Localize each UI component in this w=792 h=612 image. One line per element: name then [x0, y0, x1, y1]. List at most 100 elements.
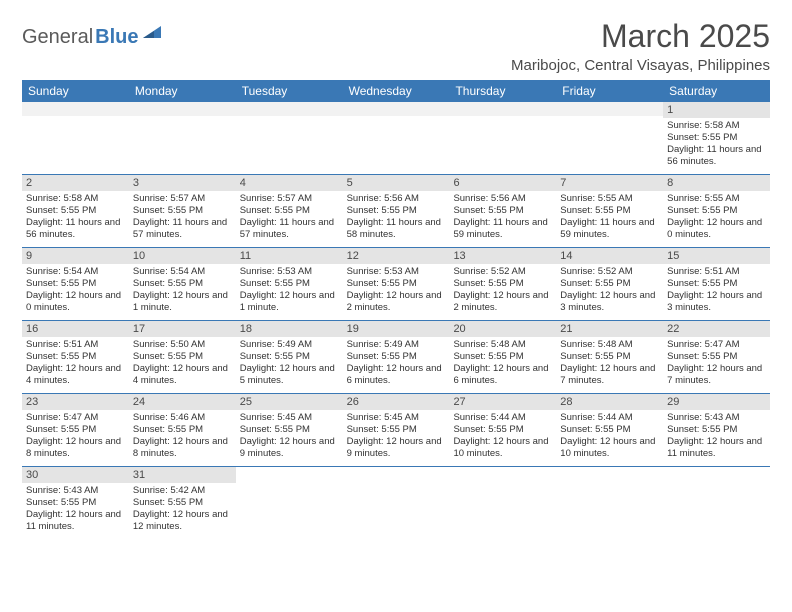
day-number: 21 — [556, 321, 663, 337]
sunset-text: Sunset: 5:55 PM — [133, 497, 232, 509]
day-number — [449, 102, 556, 116]
day-number: 16 — [22, 321, 129, 337]
day-number: 10 — [129, 248, 236, 264]
sunrise-text: Sunrise: 5:51 AM — [667, 266, 766, 278]
day-body: Sunrise: 5:44 AMSunset: 5:55 PMDaylight:… — [449, 410, 556, 465]
sunrise-text: Sunrise: 5:56 AM — [453, 193, 552, 205]
day-body — [449, 481, 556, 535]
day-number — [236, 102, 343, 116]
day-number: 5 — [343, 175, 450, 191]
day-cell: 22Sunrise: 5:47 AMSunset: 5:55 PMDayligh… — [663, 321, 770, 393]
sunset-text: Sunset: 5:55 PM — [240, 278, 339, 290]
day-header-cell: Tuesday — [236, 80, 343, 102]
day-body: Sunrise: 5:46 AMSunset: 5:55 PMDaylight:… — [129, 410, 236, 465]
day-number — [236, 467, 343, 481]
empty-day-cell — [663, 467, 770, 539]
sunset-text: Sunset: 5:55 PM — [560, 424, 659, 436]
day-cell: 31Sunrise: 5:42 AMSunset: 5:55 PMDayligh… — [129, 467, 236, 539]
sunset-text: Sunset: 5:55 PM — [26, 351, 125, 363]
day-body: Sunrise: 5:52 AMSunset: 5:55 PMDaylight:… — [556, 264, 663, 319]
day-body — [556, 481, 663, 535]
daylight-text: Daylight: 12 hours and 12 minutes. — [133, 509, 232, 533]
calendar-page: General Blue March 2025 Maribojoc, Centr… — [0, 0, 792, 549]
day-body: Sunrise: 5:42 AMSunset: 5:55 PMDaylight:… — [129, 483, 236, 538]
day-body: Sunrise: 5:55 AMSunset: 5:55 PMDaylight:… — [556, 191, 663, 246]
week-row: 23Sunrise: 5:47 AMSunset: 5:55 PMDayligh… — [22, 394, 770, 467]
empty-day-cell — [449, 102, 556, 174]
sunrise-text: Sunrise: 5:53 AM — [347, 266, 446, 278]
daylight-text: Daylight: 12 hours and 4 minutes. — [26, 363, 125, 387]
daylight-text: Daylight: 11 hours and 58 minutes. — [347, 217, 446, 241]
logo-part1: General — [22, 26, 93, 49]
calendar-grid: SundayMondayTuesdayWednesdayThursdayFrid… — [22, 80, 770, 539]
sunset-text: Sunset: 5:55 PM — [453, 278, 552, 290]
sunrise-text: Sunrise: 5:47 AM — [667, 339, 766, 351]
sunrise-text: Sunrise: 5:58 AM — [667, 120, 766, 132]
day-body: Sunrise: 5:58 AMSunset: 5:55 PMDaylight:… — [663, 118, 770, 173]
day-body: Sunrise: 5:47 AMSunset: 5:55 PMDaylight:… — [22, 410, 129, 465]
sunset-text: Sunset: 5:55 PM — [453, 424, 552, 436]
day-cell: 20Sunrise: 5:48 AMSunset: 5:55 PMDayligh… — [449, 321, 556, 393]
day-body — [663, 481, 770, 535]
daylight-text: Daylight: 11 hours and 57 minutes. — [133, 217, 232, 241]
day-cell: 30Sunrise: 5:43 AMSunset: 5:55 PMDayligh… — [22, 467, 129, 539]
day-number: 25 — [236, 394, 343, 410]
day-cell: 13Sunrise: 5:52 AMSunset: 5:55 PMDayligh… — [449, 248, 556, 320]
sunset-text: Sunset: 5:55 PM — [560, 205, 659, 217]
sunrise-text: Sunrise: 5:47 AM — [26, 412, 125, 424]
sunset-text: Sunset: 5:55 PM — [347, 424, 446, 436]
day-number — [449, 467, 556, 481]
day-number — [343, 467, 450, 481]
day-header-row: SundayMondayTuesdayWednesdayThursdayFrid… — [22, 80, 770, 102]
day-number — [556, 467, 663, 481]
day-cell: 5Sunrise: 5:56 AMSunset: 5:55 PMDaylight… — [343, 175, 450, 247]
sunrise-text: Sunrise: 5:43 AM — [26, 485, 125, 497]
sunset-text: Sunset: 5:55 PM — [133, 205, 232, 217]
sunset-text: Sunset: 5:55 PM — [26, 205, 125, 217]
sunrise-text: Sunrise: 5:44 AM — [453, 412, 552, 424]
day-number: 24 — [129, 394, 236, 410]
location-subtitle: Maribojoc, Central Visayas, Philippines — [511, 57, 770, 74]
daylight-text: Daylight: 12 hours and 11 minutes. — [667, 436, 766, 460]
day-cell: 26Sunrise: 5:45 AMSunset: 5:55 PMDayligh… — [343, 394, 450, 466]
sunrise-text: Sunrise: 5:49 AM — [240, 339, 339, 351]
empty-day-cell — [343, 102, 450, 174]
sunset-text: Sunset: 5:55 PM — [240, 205, 339, 217]
day-body: Sunrise: 5:49 AMSunset: 5:55 PMDaylight:… — [236, 337, 343, 392]
sunrise-text: Sunrise: 5:58 AM — [26, 193, 125, 205]
daylight-text: Daylight: 12 hours and 7 minutes. — [560, 363, 659, 387]
day-number: 4 — [236, 175, 343, 191]
day-header-cell: Sunday — [22, 80, 129, 102]
day-header-cell: Thursday — [449, 80, 556, 102]
sunrise-text: Sunrise: 5:48 AM — [453, 339, 552, 351]
day-body: Sunrise: 5:45 AMSunset: 5:55 PMDaylight:… — [343, 410, 450, 465]
day-cell: 27Sunrise: 5:44 AMSunset: 5:55 PMDayligh… — [449, 394, 556, 466]
sunset-text: Sunset: 5:55 PM — [560, 351, 659, 363]
sunrise-text: Sunrise: 5:54 AM — [133, 266, 232, 278]
day-body: Sunrise: 5:45 AMSunset: 5:55 PMDaylight:… — [236, 410, 343, 465]
week-row: 16Sunrise: 5:51 AMSunset: 5:55 PMDayligh… — [22, 321, 770, 394]
month-title: March 2025 — [511, 18, 770, 55]
sunrise-text: Sunrise: 5:44 AM — [560, 412, 659, 424]
daylight-text: Daylight: 12 hours and 10 minutes. — [453, 436, 552, 460]
daylight-text: Daylight: 12 hours and 0 minutes. — [26, 290, 125, 314]
day-body: Sunrise: 5:58 AMSunset: 5:55 PMDaylight:… — [22, 191, 129, 246]
day-number: 3 — [129, 175, 236, 191]
day-body: Sunrise: 5:56 AMSunset: 5:55 PMDaylight:… — [449, 191, 556, 246]
sunset-text: Sunset: 5:55 PM — [26, 424, 125, 436]
daylight-text: Daylight: 12 hours and 1 minute. — [240, 290, 339, 314]
day-number: 6 — [449, 175, 556, 191]
daylight-text: Daylight: 11 hours and 56 minutes. — [26, 217, 125, 241]
day-cell: 29Sunrise: 5:43 AMSunset: 5:55 PMDayligh… — [663, 394, 770, 466]
empty-day-cell — [343, 467, 450, 539]
day-number: 14 — [556, 248, 663, 264]
daylight-text: Daylight: 12 hours and 7 minutes. — [667, 363, 766, 387]
sunset-text: Sunset: 5:55 PM — [240, 424, 339, 436]
day-cell: 28Sunrise: 5:44 AMSunset: 5:55 PMDayligh… — [556, 394, 663, 466]
empty-day-cell — [556, 102, 663, 174]
page-header: General Blue March 2025 Maribojoc, Centr… — [22, 18, 770, 74]
day-number: 9 — [22, 248, 129, 264]
day-cell: 16Sunrise: 5:51 AMSunset: 5:55 PMDayligh… — [22, 321, 129, 393]
day-cell: 8Sunrise: 5:55 AMSunset: 5:55 PMDaylight… — [663, 175, 770, 247]
day-body: Sunrise: 5:52 AMSunset: 5:55 PMDaylight:… — [449, 264, 556, 319]
